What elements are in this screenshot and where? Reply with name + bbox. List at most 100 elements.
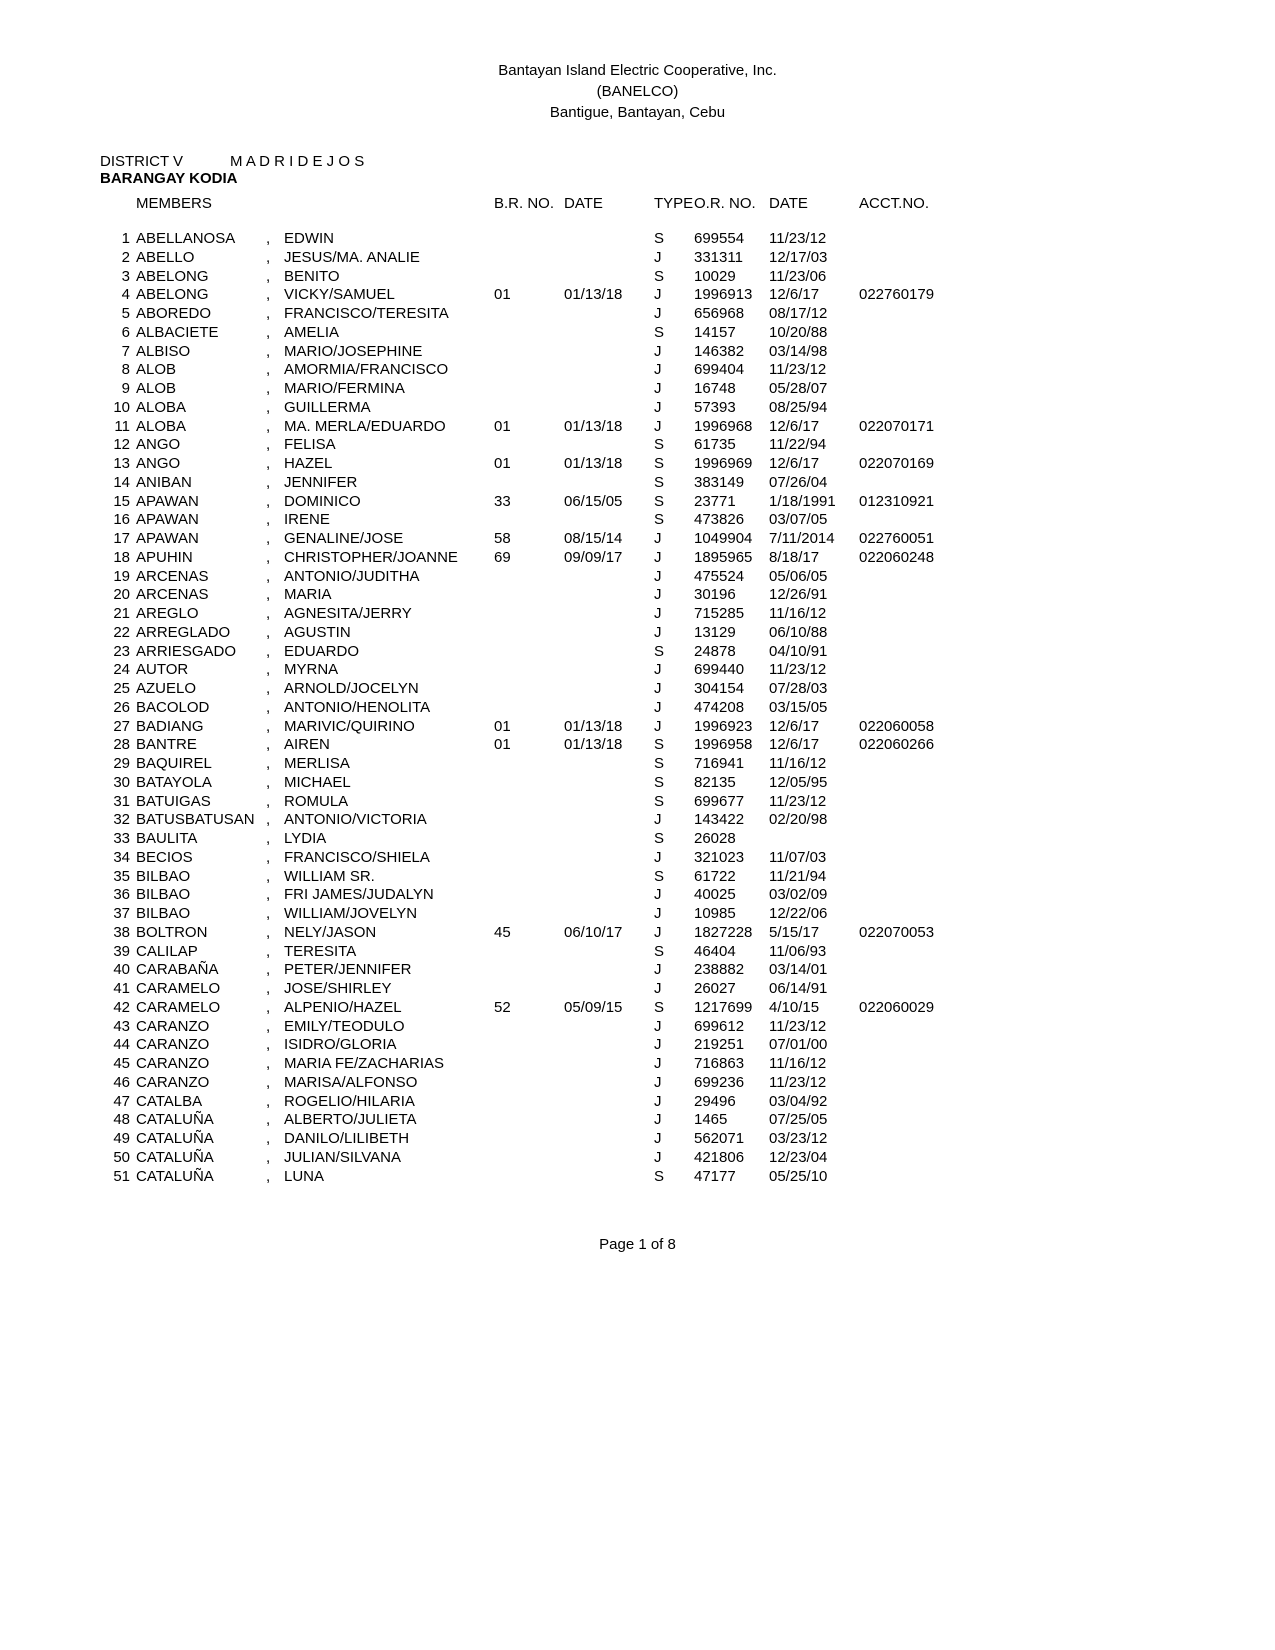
- row-orno: 475524: [694, 568, 769, 587]
- row-num: 6: [100, 324, 130, 343]
- row-ordate: 08/17/12: [769, 305, 859, 324]
- row-brno: [494, 1111, 564, 1130]
- row-comma: ,: [266, 549, 284, 568]
- row-brno: [494, 661, 564, 680]
- row-type: J: [654, 886, 694, 905]
- row-brdate: [564, 586, 654, 605]
- row-orno: 1827228: [694, 924, 769, 943]
- row-comma: ,: [266, 999, 284, 1018]
- row-lastname: ALBISO: [130, 343, 266, 362]
- row-num: 18: [100, 549, 130, 568]
- row-ordate: 11/07/03: [769, 849, 859, 868]
- row-lastname: CATALBA: [130, 1093, 266, 1112]
- row-num: 42: [100, 999, 130, 1018]
- row-lastname: ABELLANOSA: [130, 230, 266, 249]
- row-type: S: [654, 830, 694, 849]
- row-orno: 61735: [694, 436, 769, 455]
- row-ordate: 12/05/95: [769, 774, 859, 793]
- row-orno: 699236: [694, 1074, 769, 1093]
- table-row: 31BATUIGAS,ROMULAS69967711/23/12: [100, 793, 1175, 812]
- row-firstname: JULIAN/SILVANA: [284, 1149, 494, 1168]
- row-lastname: ANGO: [130, 455, 266, 474]
- row-ordate: 12/6/17: [769, 418, 859, 437]
- row-orno: 47177: [694, 1168, 769, 1187]
- row-comma: ,: [266, 886, 284, 905]
- row-acct: 022760179: [859, 286, 954, 305]
- row-orno: 716863: [694, 1055, 769, 1074]
- row-ordate: 06/10/88: [769, 624, 859, 643]
- row-type: S: [654, 736, 694, 755]
- row-comma: ,: [266, 305, 284, 324]
- row-brno: [494, 1168, 564, 1187]
- row-brno: [494, 249, 564, 268]
- row-firstname: MERLISA: [284, 755, 494, 774]
- row-lastname: BAULITA: [130, 830, 266, 849]
- table-row: 21AREGLO,AGNESITA/JERRYJ71528511/16/12: [100, 605, 1175, 624]
- row-brdate: 01/13/18: [564, 718, 654, 737]
- row-brno: 45: [494, 924, 564, 943]
- row-comma: ,: [266, 530, 284, 549]
- row-firstname: PETER/JENNIFER: [284, 961, 494, 980]
- table-row: 5ABOREDO,FRANCISCO/TERESITAJ65696808/17/…: [100, 305, 1175, 324]
- row-lastname: ANIBAN: [130, 474, 266, 493]
- row-comma: ,: [266, 830, 284, 849]
- row-firstname: ARNOLD/JOCELYN: [284, 680, 494, 699]
- row-acct: [859, 943, 954, 962]
- row-brdate: [564, 343, 654, 362]
- row-num: 35: [100, 868, 130, 887]
- row-num: 24: [100, 661, 130, 680]
- row-num: 49: [100, 1130, 130, 1149]
- row-orno: 143422: [694, 811, 769, 830]
- table-row: 23ARRIESGADO,EDUARDOS2487804/10/91: [100, 643, 1175, 662]
- row-brdate: [564, 905, 654, 924]
- row-brdate: [564, 699, 654, 718]
- row-lastname: APUHIN: [130, 549, 266, 568]
- row-ordate: 11/23/12: [769, 230, 859, 249]
- row-brno: [494, 811, 564, 830]
- row-num: 50: [100, 1149, 130, 1168]
- row-firstname: FRANCISCO/SHIELA: [284, 849, 494, 868]
- row-acct: [859, 980, 954, 999]
- row-ordate: 07/28/03: [769, 680, 859, 699]
- row-orno: 1049904: [694, 530, 769, 549]
- row-acct: [859, 511, 954, 530]
- page-footer: Page 1 of 8: [100, 1236, 1175, 1253]
- row-ordate: [769, 830, 859, 849]
- row-type: S: [654, 755, 694, 774]
- row-brdate: [564, 624, 654, 643]
- row-lastname: ANGO: [130, 436, 266, 455]
- table-row: 24AUTOR,MYRNAJ69944011/23/12: [100, 661, 1175, 680]
- row-ordate: 10/20/88: [769, 324, 859, 343]
- row-ordate: 12/6/17: [769, 736, 859, 755]
- row-lastname: ABELONG: [130, 268, 266, 287]
- row-brno: 01: [494, 455, 564, 474]
- row-orno: 26027: [694, 980, 769, 999]
- row-brdate: 01/13/18: [564, 286, 654, 305]
- row-acct: [859, 1149, 954, 1168]
- org-address: Bantigue, Bantayan, Cebu: [100, 102, 1175, 123]
- row-comma: ,: [266, 418, 284, 437]
- row-comma: ,: [266, 1130, 284, 1149]
- row-acct: [859, 811, 954, 830]
- row-lastname: CALILAP: [130, 943, 266, 962]
- row-brdate: [564, 886, 654, 905]
- row-comma: ,: [266, 455, 284, 474]
- row-brdate: [564, 643, 654, 662]
- row-acct: 012310921: [859, 493, 954, 512]
- row-orno: 1996923: [694, 718, 769, 737]
- row-type: J: [654, 1111, 694, 1130]
- district-label: DISTRICT V: [100, 153, 230, 170]
- row-brno: [494, 680, 564, 699]
- row-firstname: AIREN: [284, 736, 494, 755]
- row-acct: 022070053: [859, 924, 954, 943]
- row-orno: 10985: [694, 905, 769, 924]
- row-comma: ,: [266, 849, 284, 868]
- row-ordate: 5/15/17: [769, 924, 859, 943]
- row-orno: 699677: [694, 793, 769, 812]
- row-acct: [859, 474, 954, 493]
- row-num: 8: [100, 361, 130, 380]
- row-brdate: [564, 793, 654, 812]
- row-type: J: [654, 586, 694, 605]
- table-row: 1ABELLANOSA,EDWINS69955411/23/12: [100, 230, 1175, 249]
- row-firstname: GUILLERMA: [284, 399, 494, 418]
